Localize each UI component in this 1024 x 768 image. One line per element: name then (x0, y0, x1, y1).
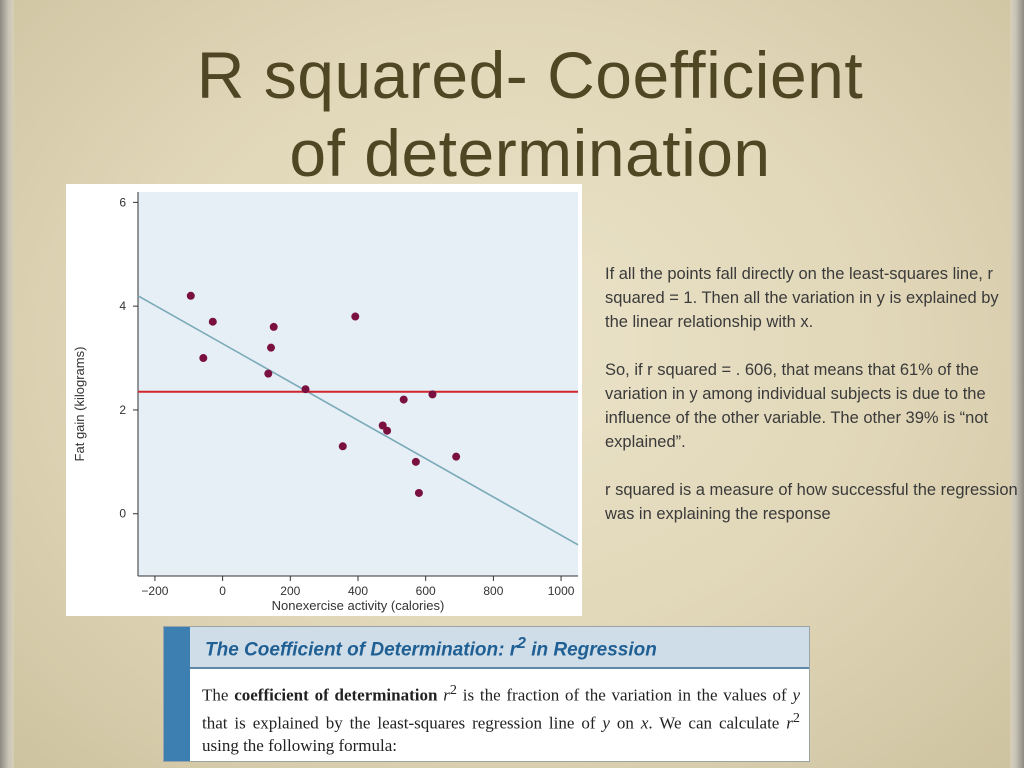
left-binding-edge (0, 0, 14, 768)
data-point-11 (383, 426, 392, 435)
x-tick-label: −200 (141, 584, 168, 598)
regression-line (137, 295, 579, 546)
slide-title: R squared- Coefficient of determination (100, 36, 960, 192)
data-point-4 (264, 369, 273, 378)
data-point-2 (199, 354, 208, 363)
plot-area (138, 192, 578, 576)
def-t6: . We can calculate (648, 713, 787, 733)
definition-heading: The Coefficient of Determination: r2 in … (205, 635, 657, 661)
def-t7: using the following formula: (202, 736, 398, 756)
data-point-1 (186, 291, 195, 300)
y-tick-label: 6 (119, 195, 126, 209)
scatter-chart-panel: −200 0 200 400 600 800 1000 0 2 4 6 Nonexercise act… (66, 184, 582, 616)
paragraph-3: r squared is a measure of how successful… (605, 481, 1018, 523)
paragraph-2: So, if r squared = . 606, that means tha… (605, 361, 989, 451)
data-point-15 (428, 390, 437, 399)
def-t1: The (202, 685, 235, 705)
def-r: r (437, 685, 450, 705)
data-point-8 (338, 442, 347, 451)
x-tick-label: 800 (483, 584, 503, 598)
definition-body: The coefficient of determination r2 is t… (202, 679, 800, 757)
data-point-13 (411, 457, 420, 466)
def-y1: y (792, 685, 800, 705)
data-point-14 (414, 488, 423, 497)
def-y2: y (602, 713, 610, 733)
y-axis-label: Fat gain (kilograms) (72, 347, 87, 462)
scatter-chart: −200 0 200 400 600 800 1000 0 2 4 6 Nonexercise act… (72, 192, 579, 613)
heading-sup: 2 (517, 635, 526, 652)
heading-tail: in Regression (525, 639, 657, 661)
x-tick-label: 600 (416, 584, 436, 598)
def-r2: r (786, 713, 793, 733)
data-point-12 (399, 395, 408, 404)
data-point-3 (208, 317, 217, 326)
title-line-1: R squared- Coefficient (196, 38, 864, 112)
def-t4: that is explained by the least-squares r… (202, 713, 603, 733)
definition-header: The Coefficient of Determination: r2 in … (190, 627, 809, 669)
y-tick-label: 2 (119, 403, 126, 417)
def-sup2: 2 (792, 709, 800, 726)
y-tick-label: 4 (119, 299, 126, 313)
data-point-5 (267, 343, 276, 352)
x-axis-label: Nonexercise activity (calories) (272, 598, 445, 613)
definition-accent-strip (164, 627, 190, 761)
def-x1: x (640, 713, 649, 733)
def-bold-term: coefficient of determination (234, 685, 438, 705)
def-t5: on (609, 713, 641, 733)
data-point-6 (269, 322, 278, 331)
definition-box: The Coefficient of Determination: r2 in … (163, 626, 810, 762)
def-sup: 2 (449, 682, 457, 698)
explanation-text: If all the points fall directly on the l… (605, 262, 1021, 550)
paragraph-1: If all the points fall directly on the l… (605, 265, 999, 331)
x-tick-label: 1000 (548, 584, 575, 598)
data-point-9 (351, 312, 360, 321)
x-tick-label: 0 (219, 584, 226, 598)
data-point-16 (452, 452, 461, 461)
x-tick-label: 400 (348, 584, 368, 598)
data-point-7 (301, 385, 310, 394)
def-t3: is the fraction of the variation in the … (456, 685, 793, 705)
heading-main: The Coefficient of Determination: r (205, 639, 518, 661)
x-tick-label: 200 (280, 584, 300, 598)
title-line-2: of determination (289, 116, 771, 190)
y-tick-label: 0 (119, 507, 126, 521)
